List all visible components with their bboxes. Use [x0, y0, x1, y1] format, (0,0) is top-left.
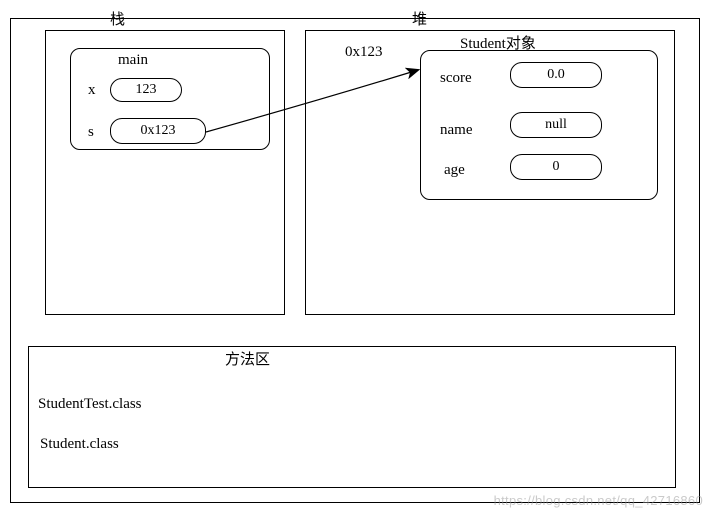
field-score-label: score: [440, 70, 472, 87]
method-area-box: [28, 346, 676, 488]
frame-title: main: [118, 52, 148, 69]
var-x-value: 123: [136, 82, 157, 97]
method-area-title: 方法区: [225, 348, 270, 369]
watermark: https://blog.csdn.net/qq_42716860: [494, 493, 703, 508]
field-score-value: 0.0: [547, 67, 565, 82]
heap-address: 0x123: [345, 44, 383, 61]
field-name-box: null: [510, 112, 602, 138]
field-score-box: 0.0: [510, 62, 602, 88]
field-age-value: 0: [553, 159, 560, 174]
var-s-box: 0x123: [110, 118, 206, 144]
canvas: 栈 main x 123 s 0x123 堆 0x123 Student对象 s…: [0, 0, 713, 514]
var-x-label: x: [88, 82, 96, 99]
method-area-item-1: Student.class: [40, 436, 119, 453]
field-age-label: age: [444, 162, 465, 179]
field-age-box: 0: [510, 154, 602, 180]
field-name-value: null: [545, 117, 567, 132]
var-s-value: 0x123: [141, 123, 176, 138]
var-x-box: 123: [110, 78, 182, 102]
heap-title: 堆: [412, 8, 427, 29]
field-name-label: name: [440, 122, 472, 139]
stack-title: 栈: [110, 8, 125, 29]
method-area-item-0: StudentTest.class: [38, 396, 142, 413]
var-s-label: s: [88, 124, 94, 141]
